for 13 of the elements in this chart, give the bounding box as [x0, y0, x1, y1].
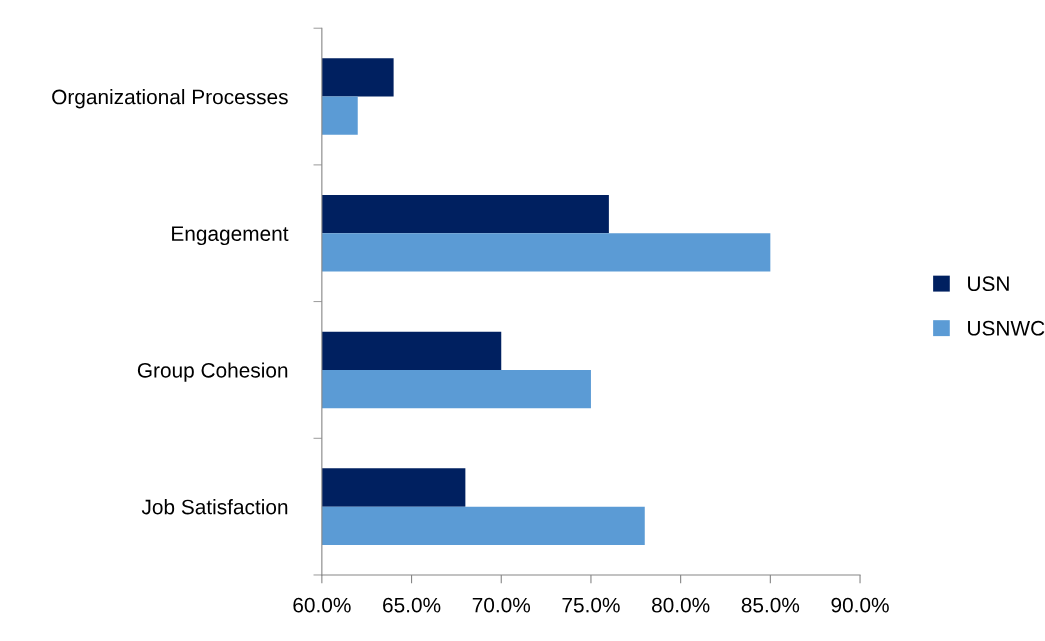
x-tick-label: 85.0% [741, 597, 800, 613]
y-tick-label: Group Cohesion [137, 362, 288, 382]
legend-label: USN [968, 276, 1009, 292]
y-tick-label: Job Satisfaction [141, 499, 288, 515]
x-tick-label: 60.0% [293, 597, 351, 613]
x-tick-label: 65.0% [383, 597, 441, 613]
y-tick-label: Engagement [172, 226, 289, 246]
x-tick-label: 70.0% [472, 597, 531, 613]
x-tick-label: 80.0% [652, 597, 710, 613]
y-tick-label: Organizational Processes [52, 89, 288, 109]
x-tick-label: 75.0% [562, 597, 620, 613]
x-tick-label: 90.0% [831, 597, 889, 613]
legend-label: USNWC [968, 320, 1045, 336]
